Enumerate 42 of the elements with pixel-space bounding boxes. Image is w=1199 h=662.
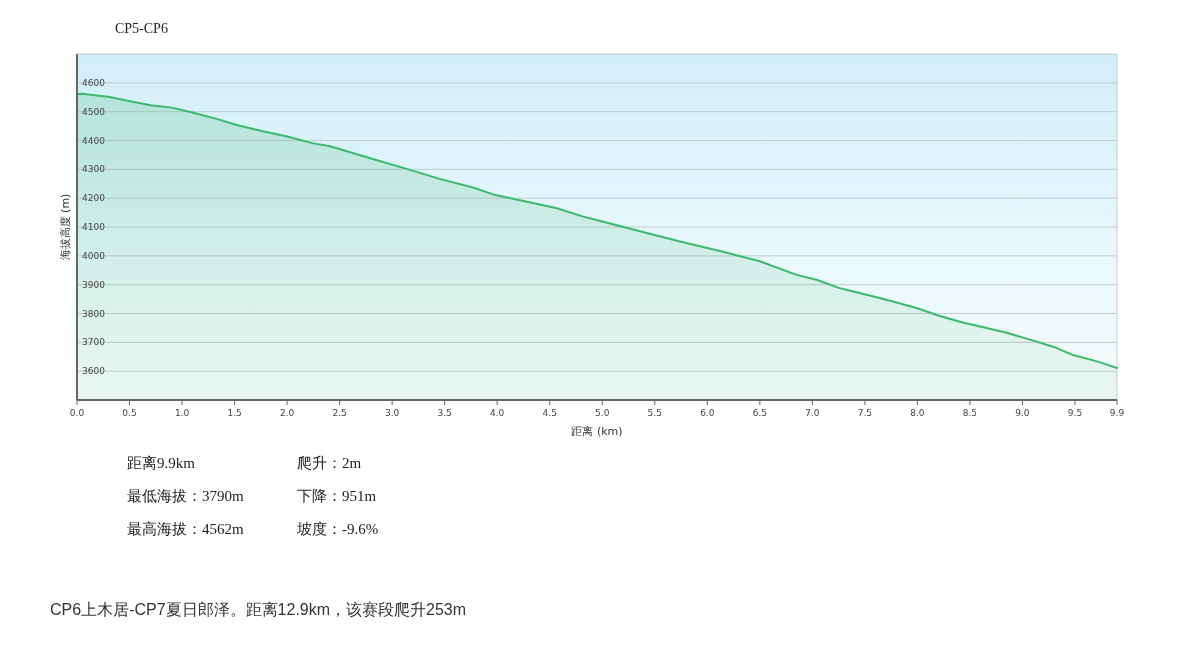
x-tick-label: 2.5: [332, 408, 347, 418]
y-axis-title: 海拔高度 (m): [59, 193, 72, 261]
text: 爬升：2m: [297, 455, 362, 471]
x-axis-title: 距离 (km): [571, 425, 623, 438]
y-tick-label: 4200: [82, 193, 106, 204]
x-tick-label: 8.5: [962, 408, 978, 418]
y-tick-label: 3600: [82, 366, 106, 377]
x-tick-label: 5.0: [595, 408, 610, 418]
x-tick-label: 4.5: [542, 408, 557, 418]
x-tick-label: 6.0: [700, 408, 715, 418]
text: 最高海拔：4562m: [127, 521, 244, 537]
text: 下降：951m: [297, 488, 377, 504]
x-tick-label: 9.0: [1015, 408, 1030, 418]
y-tick-label: 4300: [82, 164, 106, 175]
text: 距离9.9km: [127, 455, 196, 471]
x-tick-label: 3.5: [437, 408, 452, 418]
x-tick-label: 3.0: [384, 408, 400, 418]
y-tick-label: 3900: [82, 279, 106, 290]
x-tick-label: 6.5: [752, 408, 767, 418]
y-tick-label: 4600: [82, 77, 106, 88]
x-tick-label: 7.0: [805, 408, 820, 418]
y-tick-label: 4400: [82, 135, 106, 146]
x-tick-label: 4.0: [490, 408, 505, 418]
x-tick-label: 9.9: [1109, 408, 1125, 418]
x-tick-label: 0.5: [122, 408, 137, 418]
x-tick-label: 0.0: [69, 408, 85, 418]
text: CP6上木居-CP7夏日郎泽。距离12.9km，该赛段爬升253m: [50, 601, 467, 618]
x-tick-label: 7.5: [857, 408, 873, 418]
text: 最低海拔：3790m: [127, 488, 244, 504]
x-tick-label: 8.0: [910, 408, 925, 418]
y-tick-label: 3800: [82, 308, 106, 319]
y-tick-label: 3700: [82, 337, 106, 348]
x-tick-label: 1.0: [174, 408, 190, 418]
y-tick-label: 4500: [82, 106, 106, 117]
x-tick-label: 2.0: [279, 408, 295, 418]
x-tick-label: 1.5: [227, 408, 242, 418]
y-tick-label: 4100: [82, 222, 106, 233]
x-tick-label: 9.5: [1067, 408, 1083, 418]
chart-title: CP5-CP6: [115, 21, 168, 36]
text: 坡度：-9.6%: [296, 521, 379, 537]
y-tick-label: 4000: [82, 250, 106, 261]
x-tick-label: 5.5: [647, 408, 662, 418]
